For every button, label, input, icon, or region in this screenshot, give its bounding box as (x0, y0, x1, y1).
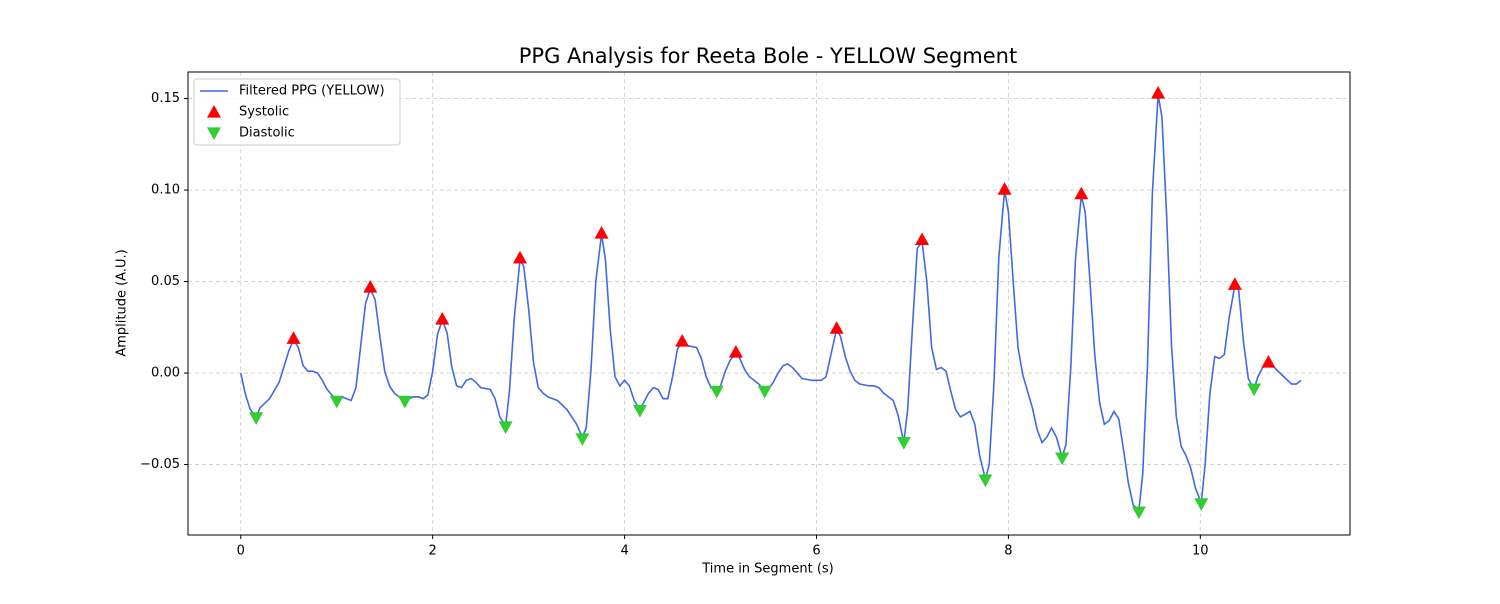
x-tick-label: 6 (812, 544, 820, 559)
systolic-marker (675, 334, 690, 347)
y-axis-label: Amplitude (A.U.) (115, 249, 130, 356)
legend-label: Systolic (239, 105, 289, 120)
ppg-line (239, 94, 1302, 512)
legend-label: Diastolic (239, 126, 295, 141)
systolic-marker (997, 182, 1012, 195)
diastolic-marker (397, 395, 412, 409)
y-tick-label: 0.00 (151, 366, 180, 381)
plot-frame (187, 71, 1351, 536)
diastolic-marker (978, 474, 993, 488)
systolic-marker (1151, 86, 1166, 99)
systolic-marker (435, 312, 450, 325)
chart-title: PPG Analysis for Reeta Bole - YELLOW Seg… (519, 44, 1017, 68)
legend-label: Filtered PPG (YELLOW) (239, 84, 385, 99)
x-tick-label: 4 (620, 544, 628, 559)
x-tick-label: 2 (429, 544, 437, 559)
diastolic-marker (757, 385, 772, 399)
x-tick-label: 10 (1192, 544, 1209, 559)
y-tick-label: 0.10 (151, 183, 180, 198)
diastolic-marker (575, 433, 590, 446)
diastolic-marker (896, 436, 911, 450)
diastolic-marker (632, 404, 647, 418)
systolic-marker (728, 344, 743, 358)
systolic-marker (1227, 277, 1242, 290)
systolic-marker (286, 331, 301, 344)
y-tick-label: −0.05 (140, 457, 180, 472)
x-tick-label: 8 (1004, 544, 1012, 559)
systolic-marker (1074, 186, 1089, 200)
legend-swatch (207, 105, 221, 118)
systolic-marker (829, 321, 844, 334)
y-tick-label: 0.15 (151, 91, 180, 106)
diastolic-marker (1131, 506, 1146, 520)
diastolic-marker (1247, 383, 1262, 397)
systolic-marker (1261, 355, 1276, 368)
diastolic-marker (329, 395, 344, 409)
diastolic-marker (709, 385, 724, 399)
systolic-marker (594, 226, 609, 239)
diastolic-marker (1055, 452, 1070, 466)
legend-swatch (207, 127, 221, 140)
diastolic-marker (249, 412, 264, 425)
diastolic-marker (1194, 498, 1209, 511)
x-axis-label: Time in Segment (s) (701, 562, 833, 577)
x-tick-label: 0 (237, 544, 245, 559)
y-tick-label: 0.05 (151, 274, 180, 289)
systolic-marker (363, 280, 378, 293)
systolic-marker (915, 232, 930, 246)
systolic-marker (513, 250, 527, 264)
legend-box (193, 78, 401, 146)
diastolic-marker (498, 421, 513, 435)
